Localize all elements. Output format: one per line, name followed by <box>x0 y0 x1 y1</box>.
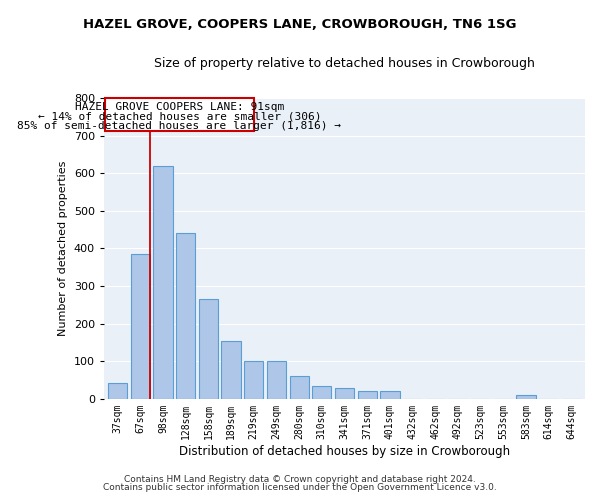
Bar <box>517 395 536 399</box>
Text: HAZEL GROVE, COOPERS LANE, CROWBOROUGH, TN6 1SG: HAZEL GROVE, COOPERS LANE, CROWBOROUGH, … <box>83 18 517 30</box>
Bar <box>335 388 354 399</box>
FancyBboxPatch shape <box>105 98 254 131</box>
Text: HAZEL GROVE COOPERS LANE: 91sqm: HAZEL GROVE COOPERS LANE: 91sqm <box>75 102 284 112</box>
Text: 85% of semi-detached houses are larger (1,816) →: 85% of semi-detached houses are larger (… <box>17 122 341 132</box>
Bar <box>267 361 286 399</box>
Bar <box>154 166 173 399</box>
Bar <box>199 299 218 399</box>
Text: Contains HM Land Registry data © Crown copyright and database right 2024.: Contains HM Land Registry data © Crown c… <box>124 475 476 484</box>
Text: Contains public sector information licensed under the Open Government Licence v3: Contains public sector information licen… <box>103 483 497 492</box>
Y-axis label: Number of detached properties: Number of detached properties <box>58 161 68 336</box>
Bar <box>312 386 331 399</box>
Bar <box>290 376 309 399</box>
Bar <box>380 392 400 399</box>
Bar <box>221 340 241 399</box>
Bar <box>176 234 196 399</box>
Bar <box>108 383 127 399</box>
Bar <box>358 392 377 399</box>
Title: Size of property relative to detached houses in Crowborough: Size of property relative to detached ho… <box>154 58 535 70</box>
X-axis label: Distribution of detached houses by size in Crowborough: Distribution of detached houses by size … <box>179 444 510 458</box>
Text: ← 14% of detached houses are smaller (306): ← 14% of detached houses are smaller (30… <box>38 112 321 122</box>
Bar <box>131 254 150 399</box>
Bar <box>244 361 263 399</box>
